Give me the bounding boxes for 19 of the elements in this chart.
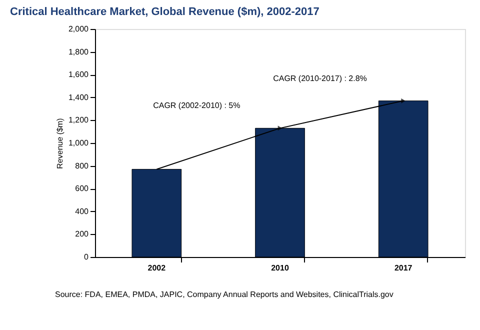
y-tick-label: 2,000 <box>68 24 90 34</box>
y-tick-label: 600 <box>75 184 90 194</box>
y-tick-label: 0 <box>84 252 90 262</box>
annotation: CAGR (2010-2017) : 2.8% <box>273 74 367 83</box>
y-tick-label: 1,400 <box>68 92 90 102</box>
source-note: Source: FDA, EMEA, PMDA, JAPIC, Company Annual Reports and Websites, ClinicalTrials.gov <box>55 290 394 299</box>
y-tick-label: 1,000 <box>68 138 90 148</box>
annotation: CAGR (2002-2010) : 5% <box>153 101 240 110</box>
y-tick-label: 1,600 <box>68 70 90 80</box>
y-tick-label: 400 <box>75 206 90 216</box>
y-tick-label: 800 <box>75 161 90 170</box>
x-tick-label: 2002 <box>148 264 166 272</box>
y-tick-label: 200 <box>75 230 90 239</box>
y-tick-label: 1,800 <box>68 47 90 56</box>
y-tick-label: 1,200 <box>68 116 90 125</box>
x-tick-label: 2010 <box>271 264 290 272</box>
x-tick-label: 2017 <box>394 264 413 272</box>
y-axis-title: Revenue ($m) <box>55 118 64 169</box>
chart-title: Critical Healthcare Market, Global Revenue ($m), 2002-2017 <box>10 6 320 18</box>
